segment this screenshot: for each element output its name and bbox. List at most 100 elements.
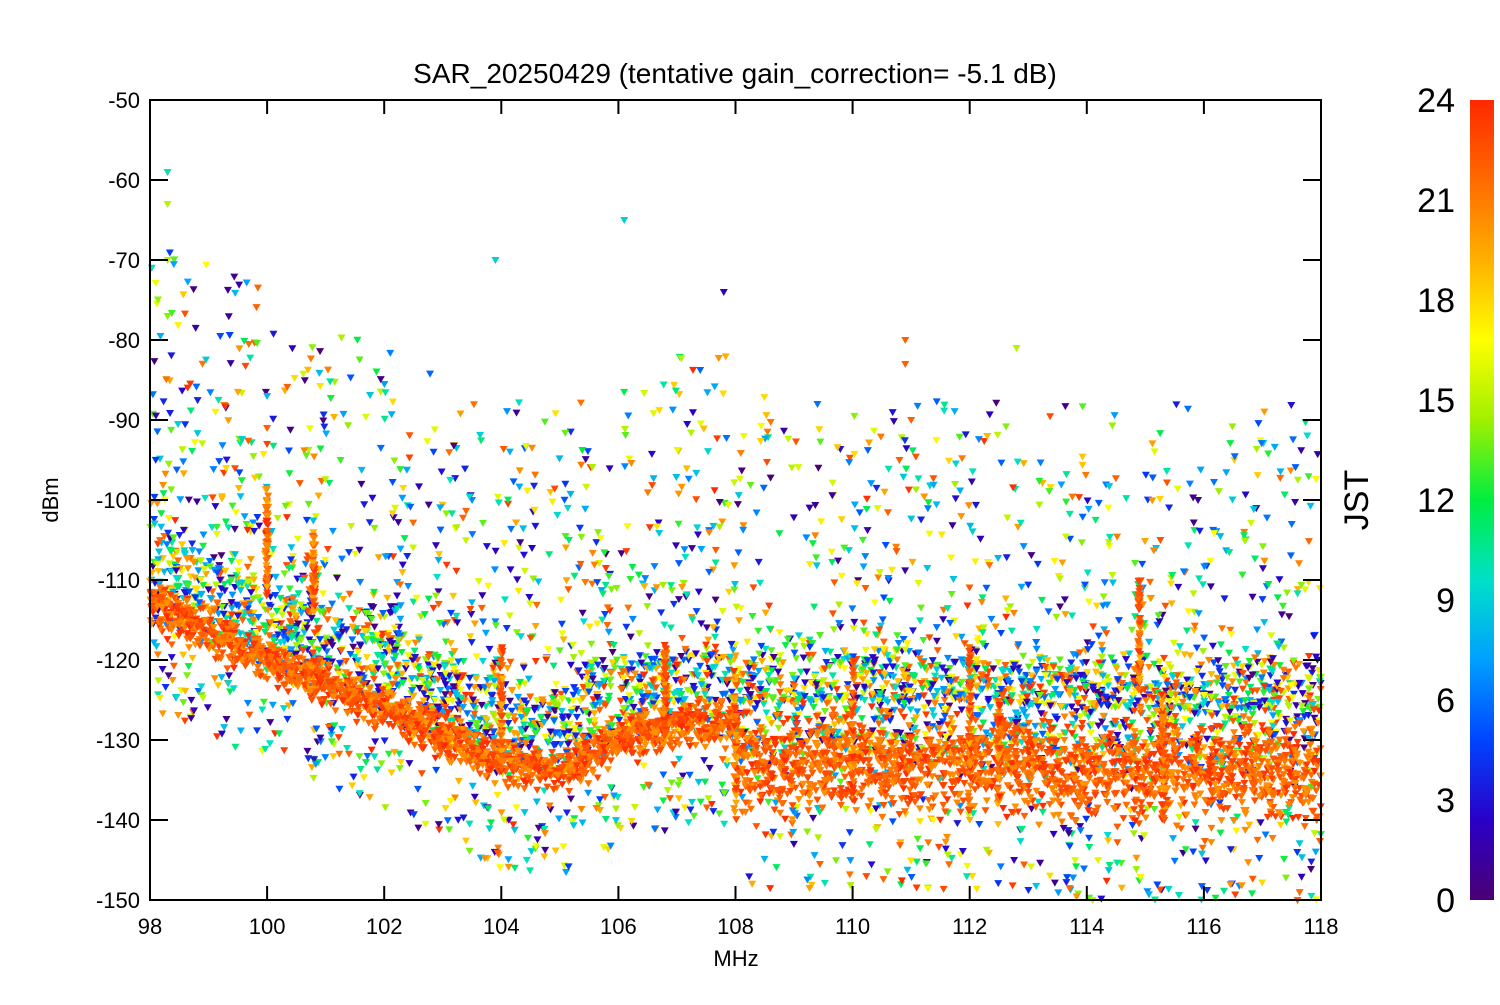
data-point xyxy=(1231,656,1240,664)
data-point xyxy=(1189,848,1198,856)
data-point xyxy=(816,631,825,639)
data-point xyxy=(354,671,363,679)
data-point xyxy=(323,366,332,374)
data-point xyxy=(288,345,297,353)
data-point xyxy=(940,407,949,415)
data-point xyxy=(252,304,261,312)
data-point xyxy=(393,640,402,648)
data-point xyxy=(1114,697,1123,705)
data-point xyxy=(425,681,434,689)
data-point xyxy=(848,605,857,613)
data-point xyxy=(792,655,801,663)
data-point xyxy=(1258,565,1267,573)
data-point xyxy=(532,798,541,806)
data-point xyxy=(708,651,717,659)
data-point xyxy=(601,702,610,710)
data-point xyxy=(441,681,450,689)
data-point xyxy=(1094,499,1103,507)
data-point xyxy=(395,750,404,758)
data-point xyxy=(318,590,327,598)
data-point xyxy=(828,492,837,500)
data-point xyxy=(674,781,683,789)
data-point xyxy=(735,617,744,625)
data-point xyxy=(910,672,919,680)
data-point xyxy=(219,610,228,618)
data-point xyxy=(1260,408,1269,416)
chart-title: SAR_20250429 (tentative gain_correction=… xyxy=(413,58,1057,89)
data-point xyxy=(394,519,403,527)
data-point xyxy=(1007,692,1016,700)
data-point xyxy=(641,653,650,661)
data-point xyxy=(922,711,931,719)
data-point xyxy=(868,690,877,698)
data-point xyxy=(531,845,540,853)
data-point xyxy=(946,554,955,562)
data-point xyxy=(404,583,413,591)
data-point xyxy=(561,532,570,540)
data-point xyxy=(1155,658,1164,666)
data-point xyxy=(1253,836,1262,844)
data-point xyxy=(600,611,609,619)
data-point xyxy=(608,659,617,667)
data-point xyxy=(541,846,550,854)
data-point xyxy=(898,667,907,675)
data-point xyxy=(316,445,325,453)
data-point xyxy=(860,696,869,704)
data-point xyxy=(386,603,395,611)
data-point xyxy=(835,601,844,609)
data-point xyxy=(189,286,198,294)
data-point xyxy=(292,615,301,623)
data-point xyxy=(1274,710,1283,718)
data-point xyxy=(1291,464,1300,472)
data-point xyxy=(752,509,761,517)
data-point xyxy=(451,689,460,697)
data-point xyxy=(1145,692,1154,700)
data-point xyxy=(1034,703,1043,711)
data-point xyxy=(718,607,727,615)
data-point xyxy=(213,569,222,577)
data-point xyxy=(618,709,627,717)
data-point xyxy=(1083,569,1092,577)
data-point xyxy=(739,670,748,678)
data-point xyxy=(1266,658,1275,666)
data-point xyxy=(1072,863,1081,871)
data-point xyxy=(358,632,367,640)
data-point xyxy=(652,649,661,657)
data-point xyxy=(531,522,540,530)
data-point xyxy=(619,668,628,676)
data-point xyxy=(867,861,876,869)
data-point xyxy=(267,612,276,620)
data-point xyxy=(1161,687,1170,695)
data-point xyxy=(512,804,521,812)
data-point xyxy=(226,688,235,696)
data-point xyxy=(879,638,888,646)
data-point xyxy=(1050,879,1059,887)
data-point xyxy=(237,477,246,485)
data-point xyxy=(1244,690,1253,698)
data-point xyxy=(531,729,540,737)
data-point xyxy=(638,698,647,706)
data-point xyxy=(1102,630,1111,638)
data-point xyxy=(164,460,173,468)
data-point xyxy=(243,563,252,571)
data-point xyxy=(1066,688,1075,696)
data-point xyxy=(588,464,597,472)
data-point xyxy=(361,759,370,767)
data-point xyxy=(228,591,237,599)
data-point xyxy=(1183,676,1192,684)
data-point xyxy=(859,690,868,698)
data-point xyxy=(1270,692,1279,700)
data-point xyxy=(1013,458,1022,466)
data-point xyxy=(986,704,995,712)
data-point xyxy=(600,549,609,557)
data-point xyxy=(588,675,597,683)
data-point xyxy=(1269,722,1278,730)
data-point xyxy=(739,526,748,534)
data-point xyxy=(830,721,839,729)
data-point xyxy=(1100,579,1109,587)
data-point xyxy=(599,844,608,852)
data-point xyxy=(453,619,462,627)
data-point xyxy=(1003,514,1012,522)
data-point xyxy=(409,692,418,700)
